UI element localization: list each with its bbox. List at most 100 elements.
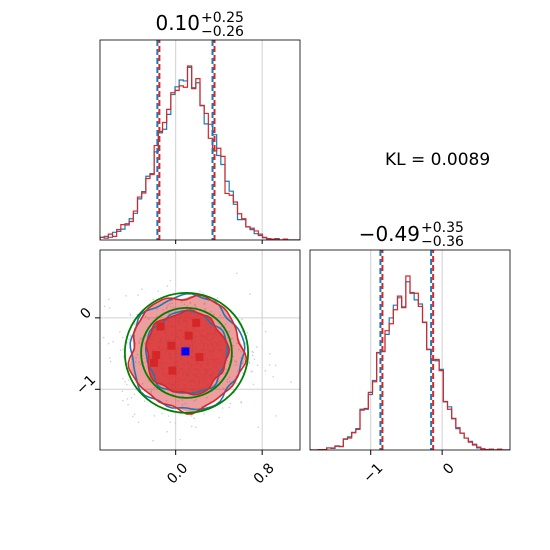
scatter-point (122, 377, 124, 380)
scatter-point (272, 376, 274, 378)
scatter-point (189, 302, 192, 304)
scatter-point (172, 306, 175, 309)
scatter-point (167, 304, 169, 307)
scatter-point (224, 372, 226, 374)
scatter-point (133, 413, 136, 416)
scatter-point (228, 363, 230, 366)
scatter-point (172, 393, 174, 395)
scatter-point (186, 305, 188, 308)
scatter-point (253, 358, 256, 360)
scatter-point (268, 364, 271, 366)
green-ellipse-0 (140, 306, 233, 399)
scatter-point (119, 349, 122, 352)
param1-quantile-lines (156, 40, 216, 240)
scatter-point (229, 380, 231, 383)
scatter-point (126, 398, 129, 400)
param1-histogram-ticks (175, 240, 263, 244)
param1-histogram-frame (99, 39, 301, 241)
scatter-point (184, 402, 187, 405)
param2-xtick-label-0: −1 (360, 460, 386, 486)
param2-title-lower: −0.36 (421, 234, 464, 250)
blue-marker (181, 347, 190, 356)
scatter-point (165, 399, 168, 402)
scatter-point (169, 303, 171, 305)
scatter-point (131, 415, 134, 418)
scatter-point (78, 291, 80, 293)
scatter-point (141, 382, 144, 385)
scatter-point (147, 318, 150, 320)
param2-xtick-label-1: 0 (440, 460, 458, 478)
scatter-point (97, 391, 99, 393)
scatter-point (166, 285, 169, 287)
scatter-point (121, 336, 124, 339)
scatter-point (240, 350, 242, 353)
red-marker-4 (152, 351, 161, 359)
scatter-point (226, 359, 228, 362)
scatter-point (135, 357, 137, 359)
scatter-point (242, 362, 244, 365)
scatter-point (242, 372, 244, 374)
scatter-point (136, 353, 139, 356)
scatter-point (203, 302, 206, 305)
scatter-point (179, 438, 181, 441)
param2-histogram-grid (370, 250, 443, 450)
scatter-point (232, 355, 234, 358)
joint-panel: 0.0 0.8 0 −1 (73, 248, 301, 487)
scatter-point (138, 340, 141, 342)
scatter-point (226, 337, 229, 339)
scatter-point (194, 303, 196, 306)
param2-histogram-ticks: −1 0 (360, 450, 458, 486)
scatter-point (157, 290, 160, 292)
scatter-point (199, 290, 201, 292)
scatter-point (256, 346, 258, 348)
scatter-point (108, 307, 111, 309)
param2-histogram-frame (309, 249, 511, 451)
scatter-point (204, 307, 207, 310)
param1-title-value: 0.10 (155, 11, 200, 35)
scatter-point (252, 383, 255, 386)
scatter-point (109, 360, 112, 363)
scatter-point (138, 361, 140, 363)
scatter-point (221, 407, 224, 409)
scatter-point (245, 343, 247, 345)
scatter-point (249, 293, 251, 295)
scatter-point (124, 380, 126, 383)
scatter-point (123, 248, 125, 250)
scatter-point (166, 430, 168, 433)
scatter-point (264, 330, 267, 333)
scatter-point (102, 336, 105, 339)
joint-xtick-label-0: 0.0 (164, 460, 191, 487)
scatter-point (264, 369, 267, 372)
scatter-point (238, 348, 240, 351)
scatter-point (152, 299, 155, 301)
param2-quantile-lines (379, 250, 435, 450)
scatter-point (195, 398, 197, 401)
scatter-point (226, 381, 229, 383)
joint-ytick-label-0: 0 (77, 305, 95, 323)
param2-hist-red-step (310, 275, 510, 450)
scatter-point (190, 425, 193, 428)
scatter-point (152, 439, 154, 442)
scatter-point (107, 342, 110, 345)
scatter-point (139, 338, 142, 340)
red-marker-2 (184, 331, 193, 340)
red-marker-5 (150, 358, 159, 367)
scatter-point (138, 342, 140, 344)
scatter-point (234, 360, 236, 362)
scatter-point (167, 415, 170, 417)
param1-hist-red-step (100, 65, 300, 240)
scatter-point (206, 396, 208, 399)
scatter-point (136, 313, 138, 316)
scatter-point (226, 378, 229, 381)
scatter-point (246, 331, 249, 334)
joint-xtick-label-1: 0.8 (251, 460, 278, 487)
scatter-point (125, 295, 128, 297)
param1-histogram-steps (100, 65, 300, 240)
scatter-point (275, 415, 278, 417)
scatter-point (228, 330, 231, 333)
scatter-point (150, 390, 153, 393)
scatter-point (153, 386, 155, 389)
scatter-point (141, 288, 143, 291)
scatter-point (122, 348, 124, 351)
